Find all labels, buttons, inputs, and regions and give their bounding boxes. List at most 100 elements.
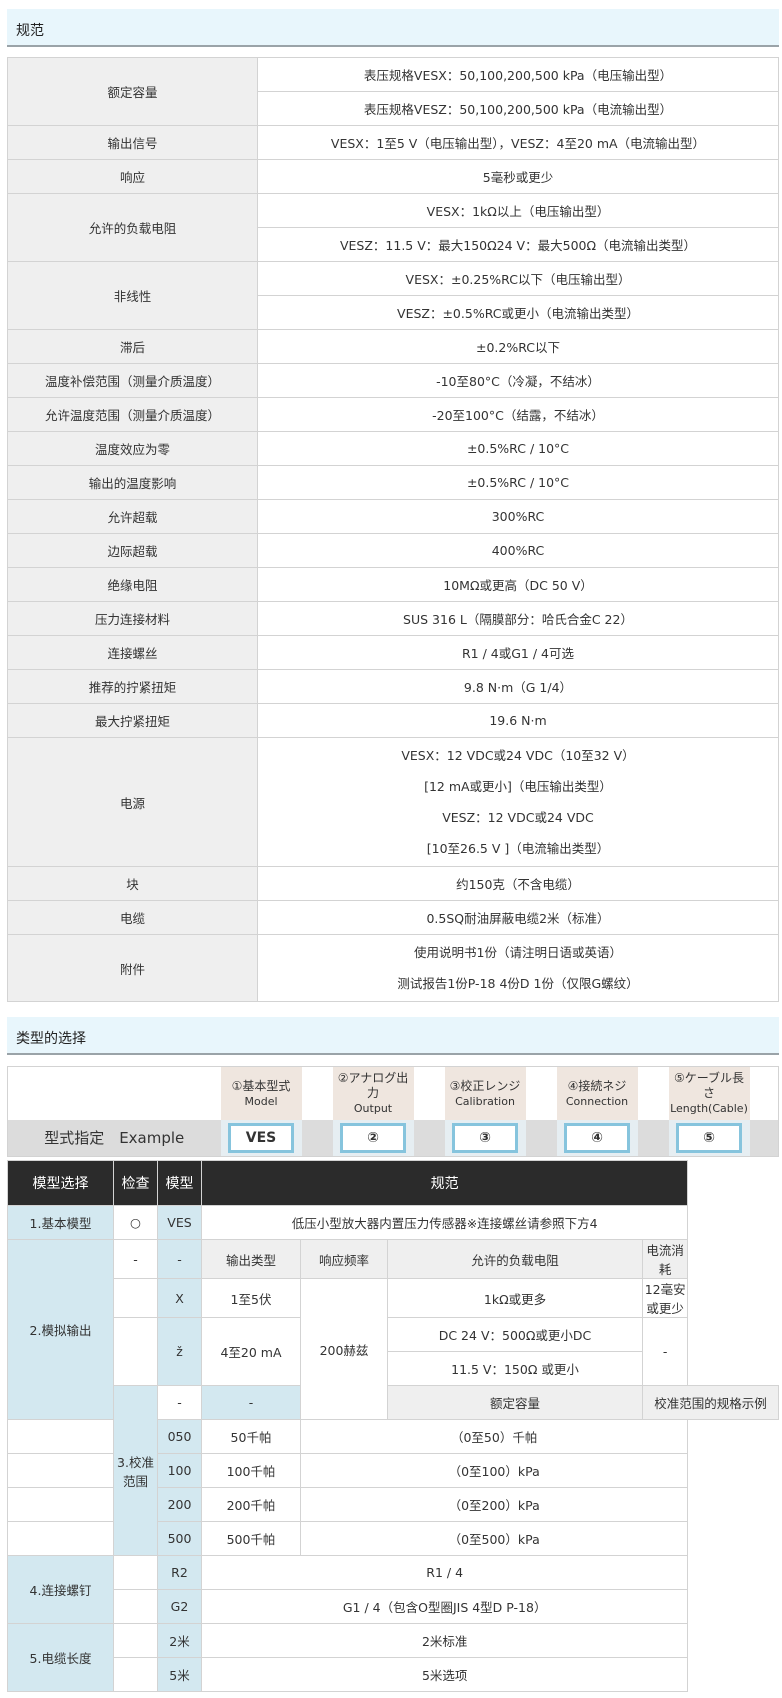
spec-row: 块约150克（不含电缆） bbox=[7, 866, 779, 901]
spec-value: 9.8 N·m（G 1/4） bbox=[257, 669, 779, 704]
example-box-cell: VES bbox=[220, 1120, 302, 1156]
spec-value: 19.6 N·m bbox=[257, 703, 779, 738]
selection-row: X 1至5伏 200赫兹 1kΩ或更多 12毫安或更少 bbox=[8, 1278, 779, 1420]
spec-key: 响应 bbox=[7, 159, 258, 194]
load-resistance: 1kΩ或更多 bbox=[387, 1278, 643, 1318]
sub-header: 响应频率 bbox=[300, 1239, 388, 1279]
spec-value: ±0.2%RC以下 bbox=[257, 329, 779, 364]
calibration-example: （0至500）kPa bbox=[299, 1521, 689, 1556]
spec-key: 最大拧紧扭矩 bbox=[7, 703, 258, 738]
spec-key: 边际超载 bbox=[7, 533, 258, 568]
spec-value: VESZ：11.5 V：最大150Ω24 V：最大500Ω（电流输出类型） bbox=[257, 227, 779, 262]
output-type: 1至5伏 bbox=[201, 1278, 301, 1318]
spec-text: R1 / 4 bbox=[200, 1555, 689, 1590]
check-cell: - bbox=[157, 1385, 202, 1420]
spec-key: 输出信号 bbox=[7, 125, 258, 160]
spec-text: 低压小型放大器内置压力传感器※连接螺丝请参照下方4 bbox=[200, 1205, 689, 1240]
spec-key: 压力连接材料 bbox=[7, 601, 258, 636]
spec-row: 温度补偿范围（测量介质温度） -10至80°C（冷凝，不结冰） bbox=[7, 363, 779, 398]
output-type: 4至20 mA bbox=[201, 1317, 301, 1386]
spec-section-title: 规范 bbox=[7, 9, 779, 47]
spec-row: 电源 VESX：12 VDC或24 VDC（10至32 V） [12 mA或更小]（… bbox=[7, 737, 779, 867]
spec-key: 允许温度范围（测量介质温度） bbox=[7, 397, 258, 432]
example-code-box: ⑤ bbox=[676, 1122, 742, 1153]
spec-value: SUS 316 L（隔膜部分：哈氏合金C 22） bbox=[257, 601, 779, 636]
selection-row: 5米 5米选项 bbox=[8, 1657, 779, 1692]
spec-key: 推荐的拧紧扭矩 bbox=[7, 669, 258, 704]
load-resistance: DC 24 V：500Ω或更小DC bbox=[387, 1317, 643, 1352]
selection-row: 2.模拟输出 - - 输出类型 响应频率 允许的负载电阻 电流消耗 bbox=[7, 1239, 779, 1420]
spec-value: 表压规格VESZ：50,100,200,500 kPa（电流输出型） bbox=[257, 91, 779, 126]
example-label: 型式指定 Example bbox=[7, 1120, 221, 1156]
selection-row: 3.校准范围 - - 额定容量 校准范围的规格示例 bbox=[8, 1385, 779, 1556]
spec-row: 允许超载 300%RC bbox=[7, 499, 779, 534]
example-part-label: ④接続ネジ Connection bbox=[556, 1066, 638, 1120]
spec-value-line: 测试报告1份P-18 4份D 1份（仅限G螺纹） bbox=[397, 976, 639, 991]
example-code-box: ② bbox=[340, 1122, 406, 1153]
spec-key: 电缆 bbox=[7, 900, 258, 935]
calibration-example: （0至200）kPa bbox=[299, 1487, 689, 1522]
part-en: Length(Cable) bbox=[670, 1102, 748, 1115]
part-jp: ③校正レンジ bbox=[449, 1078, 521, 1093]
column-header: 检查 bbox=[113, 1160, 158, 1206]
spec-row: 表压规格VESZ：50,100,200,500 kPa（电流输出型） bbox=[8, 91, 779, 126]
current: 12毫安或更少 bbox=[641, 1278, 689, 1318]
sub-header: 额定容量 bbox=[387, 1385, 643, 1420]
spec-value: VESX：±0.25%RC以下（电压输出型） bbox=[257, 261, 779, 296]
current: - bbox=[641, 1317, 689, 1386]
selection-row: 4.连接螺钉 R2 R1 / 4 bbox=[7, 1555, 779, 1624]
sub-header: 校准范围的规格示例 bbox=[642, 1385, 779, 1420]
spec-row: 电缆 0.5SQ耐油屏蔽电缆2米（标准） bbox=[7, 900, 779, 935]
spec-value: 使用说明书1份（请注明日语或英语） 测试报告1份P-18 4份D 1份（仅限G螺纹… bbox=[257, 934, 779, 1002]
selection-row: 200 200千帕 （0至200）kPa bbox=[7, 1487, 779, 1522]
sub-header: 允许的负载电阻 bbox=[387, 1239, 643, 1279]
check-cell bbox=[113, 1657, 158, 1692]
spec-key: 输出的温度影响 bbox=[7, 465, 258, 500]
example-code-box: ③ bbox=[452, 1122, 518, 1153]
model-code: - bbox=[201, 1385, 301, 1420]
spec-value: ±0.5%RC / 10°C bbox=[257, 465, 779, 500]
spec-key: 额定容量 bbox=[7, 57, 258, 126]
selection-row: 1.基本模型 ○ VES 低压小型放大器内置压力传感器※连接螺丝请参照下方4 bbox=[7, 1205, 779, 1240]
model-selection-table: 模型选择 检查 模型 规范 1.基本模型 ○ VES 低压小型放大器内置压力传感器※连接螺丝请… bbox=[7, 1160, 779, 1692]
model-code: 100 bbox=[157, 1453, 202, 1488]
column-header: 规范 bbox=[200, 1160, 689, 1206]
spec-row: 绝缘电阻 10MΩ或更高（DC 50 V） bbox=[7, 567, 779, 602]
check-mark: ○ bbox=[113, 1205, 158, 1240]
group-label: 3.校准范围 bbox=[113, 1385, 158, 1556]
selection-header-row: 模型选择 检查 模型 规范 bbox=[7, 1160, 779, 1206]
spec-key: 连接螺丝 bbox=[7, 635, 258, 670]
check-cell bbox=[113, 1555, 158, 1590]
response-freq: 200赫兹 bbox=[300, 1278, 388, 1420]
model-code: 500 bbox=[157, 1521, 202, 1556]
part-jp: ②アナログ出力 bbox=[337, 1071, 409, 1100]
spec-text: 5米选项 bbox=[200, 1657, 689, 1692]
selection-row: ž 4至20 mA DC 24 V：500Ω或更小DC - bbox=[8, 1317, 779, 1386]
model-code: 200 bbox=[157, 1487, 202, 1522]
spec-value: 10MΩ或更高（DC 50 V） bbox=[257, 567, 779, 602]
group-label: 1.基本模型 bbox=[7, 1205, 114, 1240]
part-en: Calibration bbox=[455, 1094, 515, 1108]
spec-value: 表压规格VESX：50,100,200,500 kPa（电压输出型） bbox=[257, 57, 779, 92]
selection-row: 050 50千帕 （0至50）千帕 bbox=[7, 1419, 779, 1454]
selection-row: G2 G1 / 4（包含O型圈JIS 4型D P-18） bbox=[8, 1589, 779, 1624]
part-jp: ⑤ケーブル長さ bbox=[673, 1071, 745, 1100]
spec-table: 额定容量 表压规格VESX：50,100,200,500 kPa（电压输出型） 表压… bbox=[7, 57, 779, 1002]
check-cell bbox=[7, 1521, 114, 1556]
spec-key: 温度补偿范围（测量介质温度） bbox=[7, 363, 258, 398]
example-box-cell: ⑤ bbox=[668, 1120, 750, 1156]
selection-row: 100 100千帕 （0至100）kPa bbox=[7, 1453, 779, 1488]
spec-row: 滞后 ±0.2%RC以下 bbox=[7, 329, 779, 364]
capacity: 100千帕 bbox=[201, 1453, 301, 1488]
spec-value: 0.5SQ耐油屏蔽电缆2米（标准） bbox=[257, 900, 779, 935]
spec-value-line: [10至26.5 V ]（电流输出类型） bbox=[426, 841, 610, 856]
check-cell bbox=[113, 1623, 158, 1658]
calibration-example: （0至50）千帕 bbox=[299, 1419, 689, 1454]
spec-row: 温度效应为零 ±0.5%RC / 10°C bbox=[7, 431, 779, 466]
group-label: 5.电缆长度 bbox=[7, 1623, 114, 1692]
capacity: 500千帕 bbox=[201, 1521, 301, 1556]
model-code: 2米 bbox=[157, 1623, 202, 1658]
spec-value: VESX：1kΩ以上（电压输出型） bbox=[257, 193, 779, 228]
spec-value: VESZ：±0.5%RC或更小（电流输出类型） bbox=[257, 295, 779, 330]
spec-text: 2米标准 bbox=[200, 1623, 689, 1658]
